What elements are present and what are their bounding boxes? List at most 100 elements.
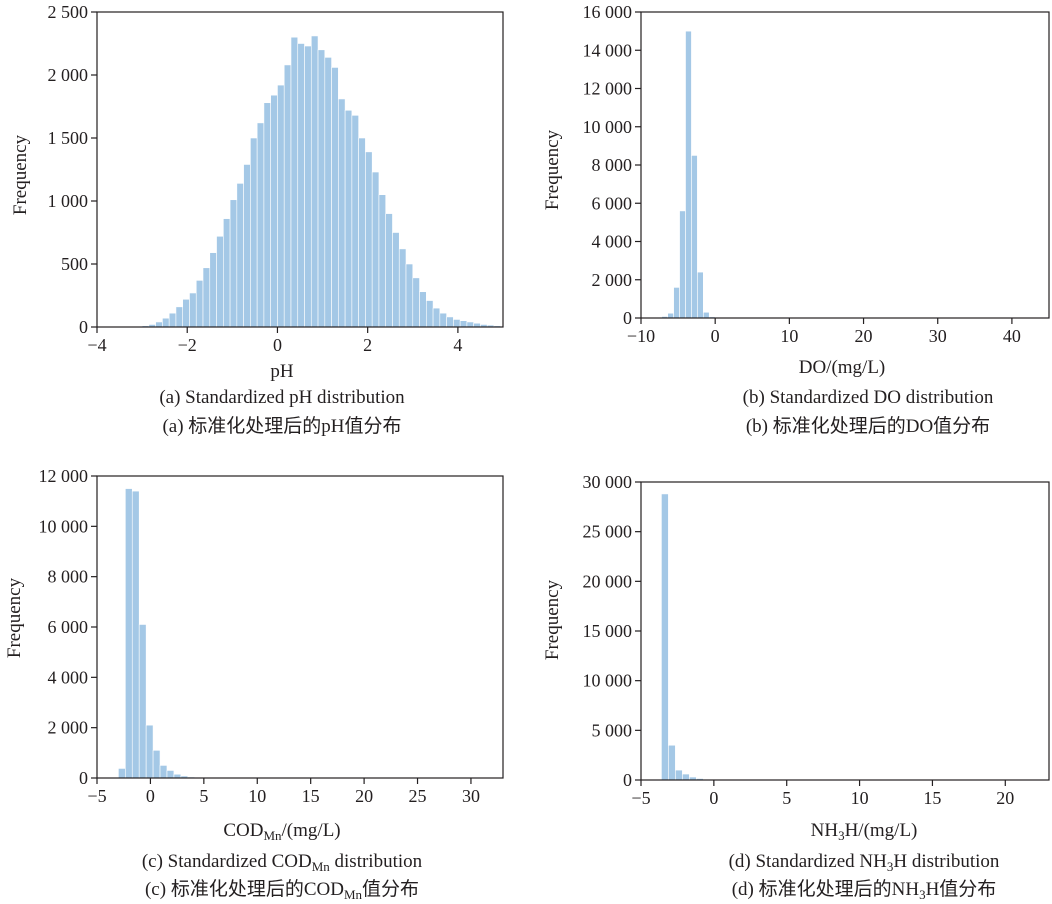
panel-d-bar-2 [675,769,683,781]
panel-a-bar-42 [426,300,434,328]
panel-a-caption-en: (a) Standardized pH distribution [159,387,405,408]
panel-c-x-tick-label-5: 20 [355,786,373,806]
panel-a-bar-38 [398,248,407,328]
panel-d-y-tick-label-1: 5 000 [592,720,633,740]
panel-c-caption-zh-sub: Mn [344,887,363,902]
panel-d-x-axis-title-sub: 3 [838,828,845,843]
panel-d-x-tick-label-0: −5 [631,788,650,808]
panel-b-bar-4 [685,30,692,319]
panel-b-x-axis-title: DO/(mg/L) [799,357,886,378]
panel-c-caption-en: (c) Standardized CODMn distribution [142,851,423,874]
panel-c-y-tick-label-0: 0 [79,768,88,788]
panel-b-caption-en: (b) Standardized DO distribution [743,387,994,408]
panel-a-bar-23 [297,43,305,328]
panel-a-bar-10 [209,252,217,328]
panel-a-bar-8 [195,280,204,328]
panel-c-y-tick-label-5: 10 000 [39,516,89,536]
panel-a-bar-46 [453,319,461,328]
panel-a-bar-33 [365,151,373,328]
panel-a-bar-25 [310,35,319,328]
panel-a-bar-24 [304,45,312,328]
panel-b-x-tick-label-1: 0 [711,326,720,346]
panel-a-y-tick-label-2: 1 000 [48,191,89,211]
panel-b-y-tick-label-2: 4 000 [592,232,633,252]
panel-a-bar-44 [439,312,447,328]
panel-a-bar-20 [277,84,285,328]
panel-d-caption-en-sub: 3 [887,859,894,874]
panel-d-y-tick-label-3: 15 000 [583,621,633,641]
panel-b-x-tick-label-0: −10 [627,326,655,346]
panel-a-bar-12 [223,218,231,328]
panel-d-y-tick-label-2: 10 000 [583,671,633,691]
panel-c-bar-6 [159,765,168,779]
panel-a-y-tick-label-4: 2 000 [48,65,89,85]
panel-b-x-tick-label-4: 30 [929,326,947,346]
panel-a-bar-11 [216,235,224,328]
panel-a-caption-zh: (a) 标准化处理后的pH值分布 [162,415,401,437]
panel-a-bar-45 [446,316,454,328]
panel-a-bar-22 [290,36,299,328]
panel-d-caption-zh: (d) 标准化处理后的NH3H值分布 [732,878,997,902]
panel-b-x-tick-label-3: 20 [855,326,873,346]
panel-b-bar-6 [697,271,704,319]
panel-a-bar-34 [371,171,380,328]
panel-c-x-tick-label-4: 15 [302,786,320,806]
panel-a-bar-40 [412,277,420,328]
panel-b-x-tick-label-2: 10 [780,326,798,346]
panel-b-bar-5 [691,155,698,319]
panel-a-bar-18 [263,102,271,328]
panel-b-y-tick-label-4: 8 000 [592,155,633,175]
panel-d-y-axis-title: Frequency [542,579,563,660]
panel-a-y-axis-title: Frequency [10,134,31,215]
panel-a-bar-28 [331,67,339,328]
panel-c-caption-en-sub: Mn [312,859,331,874]
panel-d-bar-0 [661,493,669,781]
panel-a-plot-frame [96,11,504,328]
panel-a-bar-43 [432,307,441,328]
panel-b-bar-2 [673,287,680,319]
panel-b-y-tick-label-1: 2 000 [592,270,633,290]
panel-d-plot-frame [640,481,1050,781]
panel-a-bar-21 [283,64,292,328]
panel-c-y-tick-label-1: 2 000 [48,718,89,738]
panel-a-bar-35 [378,194,387,328]
panel-b-bar-3 [679,210,686,319]
panel-a-bar-15 [243,164,251,328]
panel-a-bar-31 [351,115,359,328]
panel-d-y-tick-label-0: 0 [623,770,632,790]
panel-c-x-axis-title-sub: Mn [263,828,282,843]
panel-a-bar-3 [162,317,170,328]
panel-a-bar-30 [344,109,353,328]
panel-c-bar-1 [125,488,133,779]
panel-a-bar-32 [358,137,366,328]
panel-d-y-tick-label-6: 30 000 [583,472,633,492]
panel-d-caption-zh-sub: 3 [919,887,926,902]
panel-b-y-tick-label-5: 10 000 [583,117,633,137]
panel-a-bar-16 [250,137,258,328]
panel-a-bar-17 [256,122,265,328]
panel-c-x-tick-label-1: 0 [146,786,155,806]
panel-c-bar-2 [131,490,140,779]
panel-c-y-tick-label-4: 8 000 [48,567,89,587]
panel-d-caption-en: (d) Standardized NH3H distribution [729,851,1000,874]
panel-c-y-tick-label-2: 4 000 [48,667,89,687]
panel-a-bar-48 [466,321,474,328]
panel-a-x-axis-title: pH [270,361,294,382]
panel-b-y-tick-label-7: 14 000 [583,40,633,60]
panel-a-bar-4 [168,312,177,328]
panel-d-bar-1 [668,744,676,781]
panel-a-bar-29 [338,98,346,328]
panel-d-y-tick-label-4: 20 000 [583,571,633,591]
panel-d-x-tick-label-2: 5 [782,788,791,808]
panel-d-x-axis-title: NH3H/(mg/L) [811,820,918,843]
panel-a-bar-5 [175,306,184,328]
panel-b-y-tick-label-8: 16 000 [583,2,633,22]
panel-a-y-tick-label-5: 2 500 [48,2,89,22]
panel-d-x-tick-label-3: 10 [851,788,869,808]
panel-a-x-tick-label-4: 4 [453,335,462,355]
panel-a-bar-36 [385,213,393,328]
panel-c-bar-0 [118,768,126,779]
